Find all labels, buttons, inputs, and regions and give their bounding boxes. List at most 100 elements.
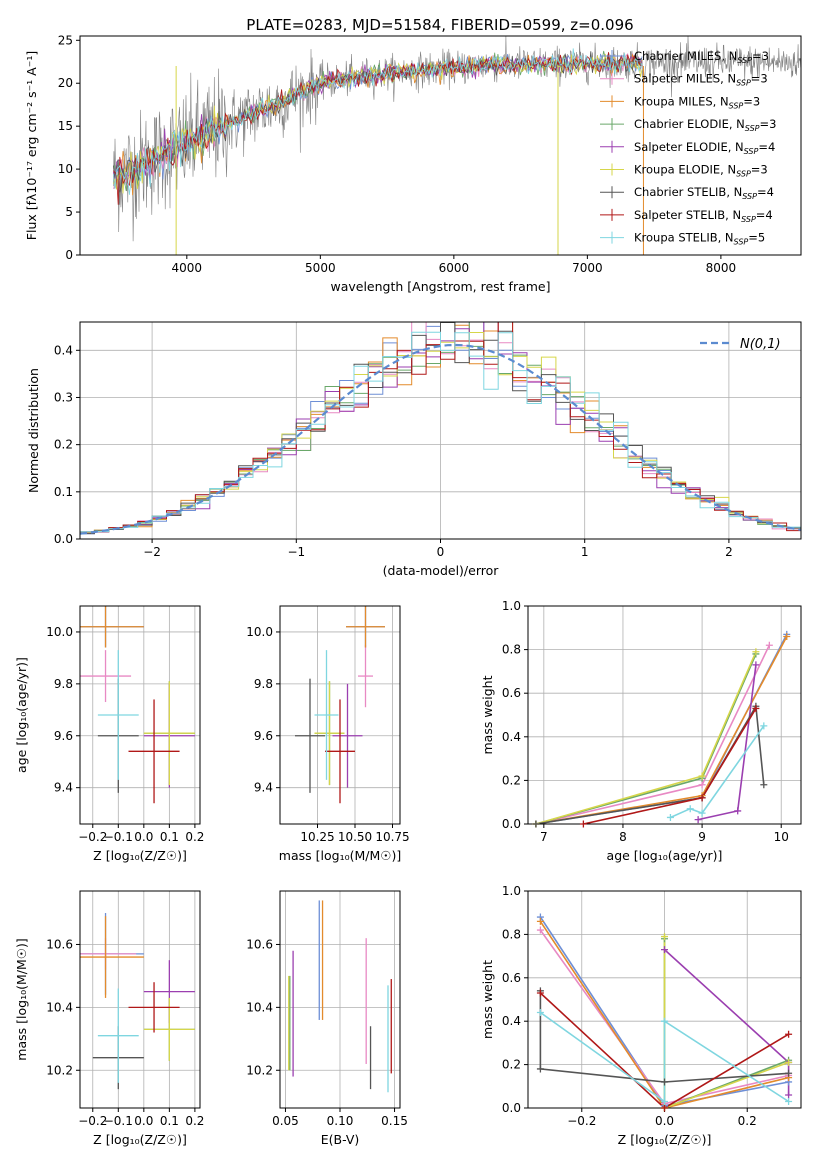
y-tick-label: 9.6 xyxy=(54,729,73,743)
plot-area xyxy=(295,606,385,804)
legend-label: Chabrier ELODIE, NSSP=3 xyxy=(634,117,776,133)
x-tick-label: 7 xyxy=(540,830,548,844)
legend-label: Kroupa MILES, NSSP=3 xyxy=(634,94,760,110)
series-marker xyxy=(661,1097,668,1105)
series-marker xyxy=(694,816,702,824)
plot-area xyxy=(80,606,195,804)
series-marker xyxy=(752,704,760,712)
y-tick-label: 10.2 xyxy=(246,1063,273,1077)
legend-label: Kroupa STELIB, NSSP=5 xyxy=(634,231,765,247)
y-tick-label: 0.2 xyxy=(502,773,521,787)
x-tick-label: 8 xyxy=(619,830,627,844)
series-line-red xyxy=(539,992,790,1108)
legend-label: Chabrier STELIB, NSSP=4 xyxy=(634,185,774,201)
y-tick-label: 0.4 xyxy=(54,343,73,357)
y-tick-label: 0.0 xyxy=(502,817,521,831)
x-tick-label: 0.0 xyxy=(134,830,153,844)
x-tick-label: 0.2 xyxy=(185,1114,204,1128)
series-marker xyxy=(532,820,540,828)
plot-area xyxy=(113,36,801,255)
series-line-purple xyxy=(697,664,757,821)
legend-label: Salpeter ELODIE, NSSP=4 xyxy=(634,140,775,156)
series-marker xyxy=(698,781,706,789)
plot-area xyxy=(535,633,788,824)
y-tick-label: 10.0 xyxy=(246,625,273,639)
x-tick-label: 0.0 xyxy=(134,1114,153,1128)
x-tick-label: 6000 xyxy=(439,261,470,275)
plot-area xyxy=(539,916,790,1108)
x-tick-label: −0.2 xyxy=(78,1114,107,1128)
series-marker xyxy=(785,1091,793,1099)
y-tick-label: 0.3 xyxy=(54,390,73,404)
gaussian-curve xyxy=(80,343,801,535)
y-tick-label: 10.6 xyxy=(246,937,273,951)
panel-7: −0.2 0.0 0.2 0.0 0.2 0.4 0.6 0.8 1.0 Z [log₁₀(Z/Z… xyxy=(480,884,802,1147)
y-tick-label: 0 xyxy=(65,248,73,262)
x-tick-label: 10.75 xyxy=(375,830,409,844)
y-axis-label: mass [log₁₀(M/M☉)] xyxy=(14,938,29,1060)
legend-label: Salpeter STELIB, NSSP=4 xyxy=(634,208,773,224)
panel-0: 4000 5000 6000 7000 8000 0 5 10 15 20 25 wavelength… xyxy=(24,33,802,294)
y-tick-label: 25 xyxy=(58,33,73,47)
y-tick-label: 0.2 xyxy=(502,1058,521,1072)
y-axis-label: mass weight xyxy=(480,675,495,754)
x-tick-label: 0.2 xyxy=(185,830,204,844)
y-tick-label: 0.6 xyxy=(502,971,521,985)
x-tick-label: 8000 xyxy=(706,261,737,275)
series-marker xyxy=(760,781,768,789)
series-marker xyxy=(536,917,544,925)
series-marker xyxy=(579,820,587,828)
legend-label: Salpeter MILES, NSSP=3 xyxy=(634,72,768,88)
model-line-cyan xyxy=(113,48,643,195)
y-tick-label: 0.1 xyxy=(54,485,73,499)
legend-gaussian-label: N(0,1) xyxy=(740,337,781,352)
x-tick-label: 0 xyxy=(437,545,445,559)
y-tick-label: 9.4 xyxy=(54,781,73,795)
series-line-blue xyxy=(535,633,788,824)
series-marker xyxy=(698,794,706,802)
series-marker xyxy=(666,813,674,821)
x-axis-label: mass [log₁₀(M/M☉)] xyxy=(279,848,401,863)
y-tick-label: 15 xyxy=(58,119,73,133)
series-marker xyxy=(734,807,742,815)
y-tick-label: 9.6 xyxy=(254,729,273,743)
axes-frame xyxy=(79,35,802,256)
x-tick-label: 10.25 xyxy=(300,830,334,844)
x-tick-label: 7000 xyxy=(572,261,603,275)
series-marker xyxy=(765,641,773,649)
x-tick-label: −0.2 xyxy=(78,830,107,844)
x-tick-label: 0.10 xyxy=(327,1114,354,1128)
x-axis-label: E(B-V) xyxy=(321,1132,360,1147)
y-axis-label: Normed distribution xyxy=(26,368,41,493)
series-marker xyxy=(661,1078,668,1086)
series-marker xyxy=(785,1069,793,1077)
x-tick-label: 0.1 xyxy=(160,830,179,844)
x-axis-label: Z [log₁₀(Z/Z☉)] xyxy=(93,848,187,863)
panel-2: −0.2−0.1 0.0 0.1 0.2 9.4 9.6 9.8 10.0 Z [log₁₀(Z… xyxy=(14,605,204,863)
x-tick-label: −0.2 xyxy=(567,1114,596,1128)
panel-5: −0.2−0.1 0.0 0.1 0.2 10.2 10.4 10.6 Z [log₁₀(Z/… xyxy=(14,890,204,1147)
plot-area xyxy=(80,322,801,535)
legend-label: Kroupa ELODIE, NSSP=3 xyxy=(634,163,768,179)
series-line-cyan xyxy=(670,725,765,819)
x-tick-label: −0.1 xyxy=(104,830,133,844)
series-line-purple xyxy=(663,949,790,1095)
x-tick-label: 1 xyxy=(581,545,589,559)
axes-frame xyxy=(279,605,401,825)
figure-title: PLATE=0283, MJD=51584, FIBERID=0599, z=0… xyxy=(246,16,633,34)
x-tick-label: 10.50 xyxy=(338,830,372,844)
series-marker xyxy=(698,809,706,817)
legend-label: Chabrier MILES, NSSP=3 xyxy=(634,49,769,65)
y-tick-label: 9.8 xyxy=(54,677,73,691)
series-marker xyxy=(760,722,768,730)
y-tick-label: 10.0 xyxy=(46,625,73,639)
x-tick-label: −1 xyxy=(287,545,305,559)
series-marker xyxy=(752,661,760,669)
panel-1: −2 −1 0 1 2 0.0 0.1 0.2 0.3 0.4 (data-model)/error… xyxy=(26,321,802,578)
x-axis-label: (data-model)/error xyxy=(383,563,500,578)
y-axis-label: mass weight xyxy=(480,960,495,1039)
y-tick-label: 0.4 xyxy=(502,730,521,744)
histogram-red xyxy=(80,322,801,533)
x-tick-label: 2 xyxy=(725,545,733,559)
y-tick-label: 9.4 xyxy=(254,781,273,795)
